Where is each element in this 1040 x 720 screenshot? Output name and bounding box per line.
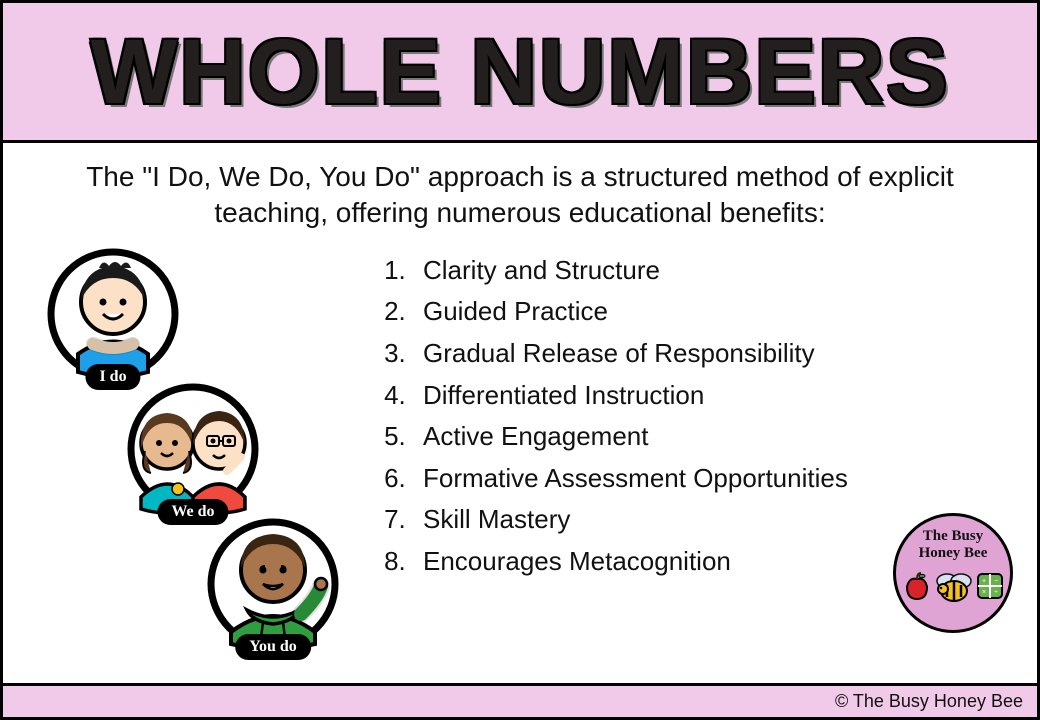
page-frame: WHOLE NUMBERS The "I Do, We Do, You Do" … — [0, 0, 1040, 720]
header-banner: WHOLE NUMBERS — [3, 3, 1037, 143]
main-content: The "I Do, We Do, You Do" approach is a … — [3, 143, 1037, 683]
bubble-i-do: I do — [43, 244, 183, 394]
apple-icon — [903, 571, 931, 601]
list-item: Guided Practice — [413, 291, 1007, 333]
intro-paragraph: The "I Do, We Do, You Do" approach is a … — [33, 159, 1007, 238]
copyright-text: © The Busy Honey Bee — [835, 691, 1023, 712]
footer-banner: © The Busy Honey Bee — [3, 683, 1037, 717]
page-title: WHOLE NUMBERS — [90, 26, 949, 118]
bubble-you-do: You do — [203, 514, 343, 664]
logo-text-line2: Honey Bee — [919, 545, 988, 562]
character-bubbles: I do — [33, 244, 353, 664]
list-item: Active Engagement — [413, 416, 1007, 458]
bubble-label: You do — [235, 634, 311, 660]
brand-logo: The Busy Honey Bee — [893, 513, 1013, 633]
svg-text:+: + — [982, 578, 986, 585]
list-item: Formative Assessment Opportunities — [413, 458, 1007, 500]
svg-text:×: × — [982, 589, 986, 596]
svg-text:÷: ÷ — [994, 589, 998, 596]
bee-icon — [933, 567, 975, 605]
logo-text-line1: The Busy — [923, 528, 983, 545]
list-item: Differentiated Instruction — [413, 375, 1007, 417]
list-item: Gradual Release of Responsibility — [413, 333, 1007, 375]
svg-text:−: − — [994, 578, 998, 585]
list-item: Clarity and Structure — [413, 250, 1007, 292]
bubble-we-do: We do — [123, 379, 263, 529]
grid-icon: + − × ÷ — [977, 573, 1003, 599]
content-row: I do — [33, 244, 1007, 664]
logo-icons: + − × ÷ — [903, 567, 1003, 605]
